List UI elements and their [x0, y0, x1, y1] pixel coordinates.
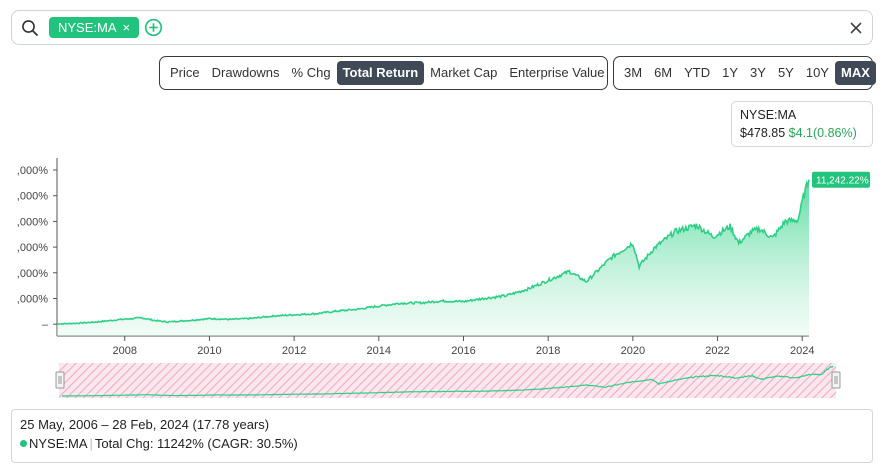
metric-tab-price[interactable]: Price [170, 65, 200, 80]
total-return-chart[interactable]: ,000% ,000% ,000% ,000% ,000% ,000% – 2008 2010… [0, 150, 889, 408]
y-tick-label: ,000% [17, 191, 48, 203]
metric-tab-drawdowns[interactable]: Drawdowns [211, 65, 280, 80]
series-area-fill [57, 179, 809, 336]
date-range-text: 25 May, 2006 – 28 Feb, 2024 (17.78 years… [20, 417, 270, 432]
series-ticker: NYSE:MA [29, 436, 88, 451]
price-tooltip: NYSE:MA $478.85 $4.1(0.86%) [731, 101, 873, 147]
navigator-left-handle[interactable] [55, 371, 65, 389]
metric-tab-chg[interactable]: % Chg [291, 65, 331, 80]
series-line [56, 179, 810, 325]
metric-tab-total-return[interactable]: Total Return [336, 61, 425, 85]
x-tick-label: 2010 [197, 345, 221, 357]
x-tick-label: 2020 [621, 345, 645, 357]
y-tick-label: ,000% [17, 216, 48, 228]
search-bar[interactable]: NYSE:MA × [11, 10, 873, 45]
chip-remove-icon[interactable]: × [122, 20, 131, 35]
x-tick-label: 2022 [705, 345, 729, 357]
range-navigator[interactable] [55, 363, 841, 398]
tooltip-change: $4.1(0.86%) [788, 126, 857, 140]
tooltip-values: $478.85 $4.1(0.86%) [740, 124, 864, 142]
search-icon[interactable] [21, 19, 39, 37]
last-value-label: 11,242.22% [816, 176, 869, 187]
x-tick-label: 2018 [536, 345, 560, 357]
range-tab-10y[interactable]: 10Y [805, 65, 829, 80]
y-tick-label: – [42, 319, 49, 331]
y-tick-label: ,000% [17, 165, 48, 177]
range-tab-6m[interactable]: 6M [654, 65, 673, 80]
series-total-change: Total Chg: 11242% (CAGR: 30.5%) [94, 436, 298, 451]
close-icon[interactable] [848, 20, 864, 36]
ticker-chip[interactable]: NYSE:MA × [49, 17, 140, 38]
plus-circle-icon[interactable] [144, 18, 163, 37]
range-tab-5y[interactable]: 5Y [777, 65, 794, 80]
last-value-badge: 11,242.22% [812, 171, 870, 188]
y-tick-label: ,000% [17, 294, 48, 306]
range-tab-max[interactable]: MAX [834, 61, 876, 85]
summary-divider: | [89, 436, 93, 451]
navigator-right-handle[interactable] [831, 371, 841, 389]
x-tick-label: 2012 [282, 345, 306, 357]
y-axis: ,000% ,000% ,000% ,000% ,000% ,000% – [17, 158, 58, 336]
range-tab-3m[interactable]: 3M [624, 65, 643, 80]
ticker-chip-label: NYSE:MA [58, 20, 117, 35]
series-summary: NYSE:MA | Total Chg: 11242% (CAGR: 30.5%) [20, 434, 864, 453]
x-axis: 2008 2010 2012 2014 2016 2018 2020 2022 2024 [57, 335, 814, 357]
y-tick-label: ,000% [17, 268, 48, 280]
series-color-dot [20, 440, 27, 447]
y-tick-label: ,000% [17, 242, 48, 254]
x-tick-label: 2024 [790, 345, 814, 357]
tooltip-ticker: NYSE:MA [740, 108, 797, 122]
range-tab-3y[interactable]: 3Y [750, 65, 766, 80]
x-tick-label: 2016 [451, 345, 475, 357]
metric-tab-group: Price Drawdowns % Chg Total Return Market Ca… [159, 56, 608, 90]
summary-footer: 25 May, 2006 – 28 Feb, 2024 (17.78 years… [11, 409, 873, 463]
navigator-selection[interactable] [59, 363, 836, 398]
range-tab-ytd[interactable]: YTD [684, 65, 711, 80]
x-tick-label: 2008 [113, 345, 137, 357]
metric-tab-enterprise-value[interactable]: Enterprise Value [509, 65, 605, 80]
range-tab-1y[interactable]: 1Y [722, 65, 739, 80]
tooltip-price: $478.85 [740, 126, 786, 140]
range-tab-group: 3M 6M YTD 1Y 3Y 5Y 10Y MAX [613, 56, 876, 90]
metric-tab-market-cap[interactable]: Market Cap [430, 65, 498, 80]
navigator-series-line [62, 365, 834, 397]
x-tick-label: 2014 [367, 345, 391, 357]
